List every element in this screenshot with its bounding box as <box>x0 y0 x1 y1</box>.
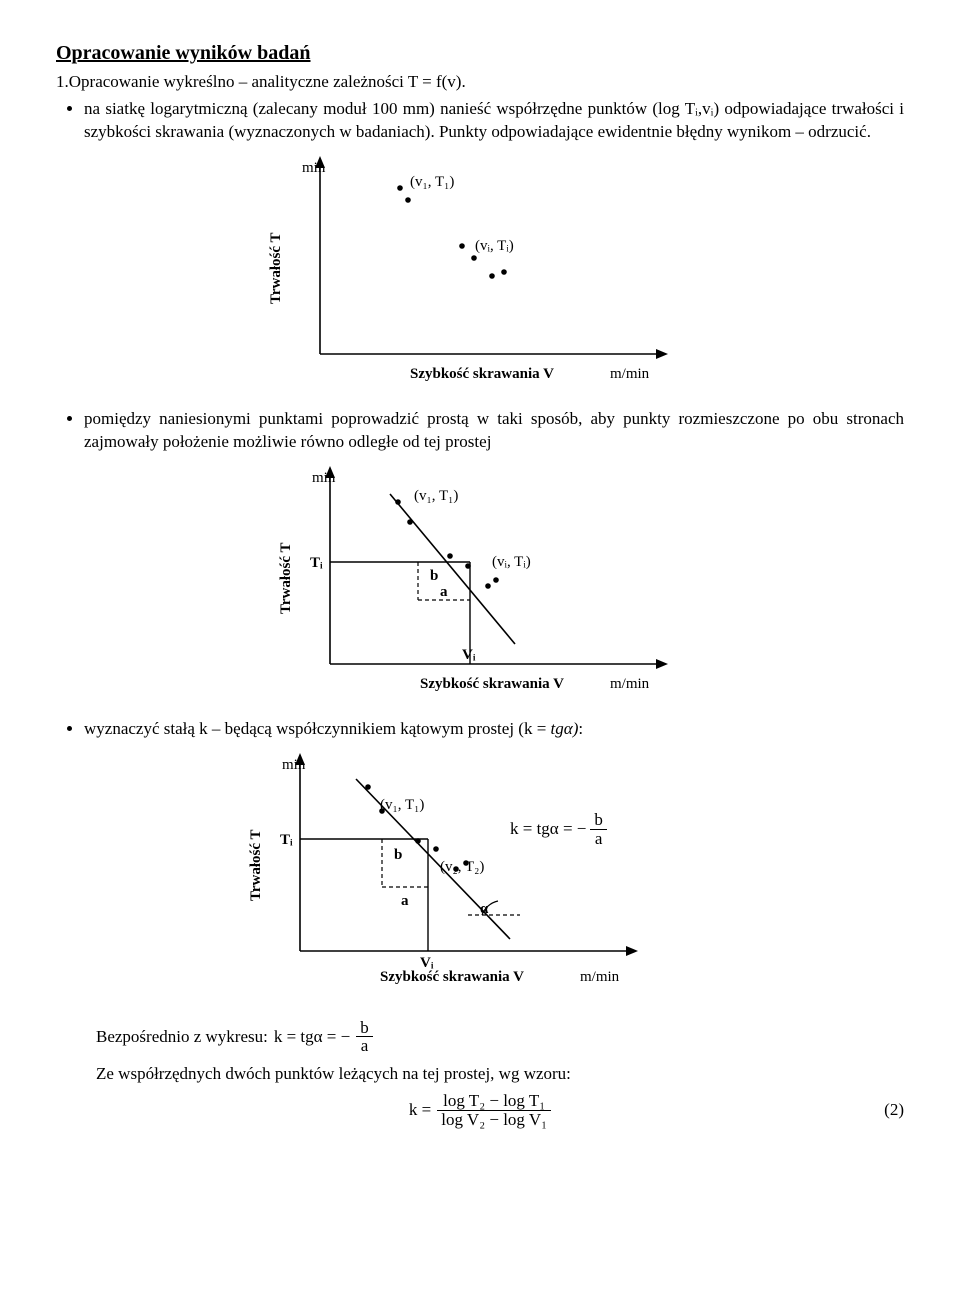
label-alpha: α <box>480 901 489 917</box>
x-unit: m/min <box>580 969 620 985</box>
chart-axes <box>315 156 668 359</box>
page-title: Opracowanie wyników badań <box>56 40 904 67</box>
eq2-num: log T₂ − log T₁ <box>437 1092 551 1111</box>
formula-k: k = tgα = − <box>510 818 586 841</box>
label-pi: (vᵢ, Tᵢ) <box>492 554 531 570</box>
y-axis-label: Trwałość T <box>268 232 284 304</box>
label-b: b <box>394 847 402 863</box>
y-axis-label: Trwałość T <box>248 829 264 901</box>
eq2-number: (2) <box>884 1099 904 1122</box>
formula-frac: b a <box>590 811 607 848</box>
frac-num: b <box>590 811 607 830</box>
label-a: a <box>440 584 448 600</box>
x-axis-label: Szybkość skrawania V <box>410 366 554 382</box>
tail-frac-den: a <box>356 1037 373 1055</box>
y-unit: min <box>282 757 306 773</box>
chart-2: min Trwałość T Szybkość skrawania V m/mi… <box>260 464 700 704</box>
label-p1: (v₁, T₁) <box>414 488 458 504</box>
x-axis-label: Szybkość skrawania V <box>380 969 524 985</box>
label-ti: Tᵢ <box>280 832 293 848</box>
tail-frac-num: b <box>356 1019 373 1038</box>
bullet-3: wyznaczyć stałą k – będącą współczynniki… <box>84 718 904 741</box>
label-ti: Tᵢ <box>310 555 323 571</box>
label-b: b <box>430 568 438 584</box>
y-unit: min <box>302 160 326 176</box>
item-1: 1.Opracowanie wykreślno – analityczne za… <box>56 71 904 94</box>
label-vi: Vᵢ <box>462 647 476 663</box>
x-unit: m/min <box>610 366 650 382</box>
chart-1: min Trwałość T Szybkość skrawania V m/mi… <box>250 154 710 394</box>
label-p1: (v₁, T₁) <box>410 174 454 190</box>
frac-den: a <box>590 829 607 847</box>
tail-line-2: Ze współrzędnych dwóch punktów leżących … <box>96 1063 904 1086</box>
scatter-points <box>397 185 507 279</box>
bullet-2: pomiędzy naniesionymi punktami poprowadz… <box>84 408 904 454</box>
x-axis-label: Szybkość skrawania V <box>420 676 564 692</box>
label-vi: Vᵢ <box>420 955 434 971</box>
bullet-3-prefix: wyznaczyć stałą k – będącą współczynniki… <box>84 719 551 738</box>
label-p1: (v₁, T₁) <box>380 797 424 813</box>
y-unit: min <box>312 470 336 486</box>
eq2-lhs: k = <box>409 1099 431 1122</box>
eq2-frac: log T₂ − log T₁ log V₂ − log V₁ <box>437 1092 551 1129</box>
tail-frac: b a <box>356 1019 373 1056</box>
tail-k-eq: k = tgα = − <box>274 1026 350 1049</box>
bullet-3-suffix: : <box>578 719 583 738</box>
tail-line-1: Bezpośrednio z wykresu: k = tgα = − b a <box>96 1019 373 1056</box>
label-pi: (vᵢ, Tᵢ) <box>475 238 514 254</box>
y-axis-label: Trwałość T <box>278 542 294 614</box>
eq2-den: log V₂ − log V₁ <box>437 1111 551 1129</box>
scatter-points <box>395 499 499 589</box>
label-a: a <box>401 893 409 909</box>
chart-3: min Trwałość T Szybkość skrawania V m/mi… <box>230 751 730 1001</box>
bullet-3-tg: tgα) <box>551 719 579 738</box>
equation-2: k = log T₂ − log T₁ log V₂ − log V₁ (2) <box>56 1092 904 1129</box>
bullet-1: na siatkę logarytmiczną (zalecany moduł … <box>84 98 904 144</box>
tail-prefix: Bezpośrednio z wykresu: <box>96 1026 268 1049</box>
label-p2: (v₂, T₂) <box>440 859 484 875</box>
x-unit: m/min <box>610 676 650 692</box>
